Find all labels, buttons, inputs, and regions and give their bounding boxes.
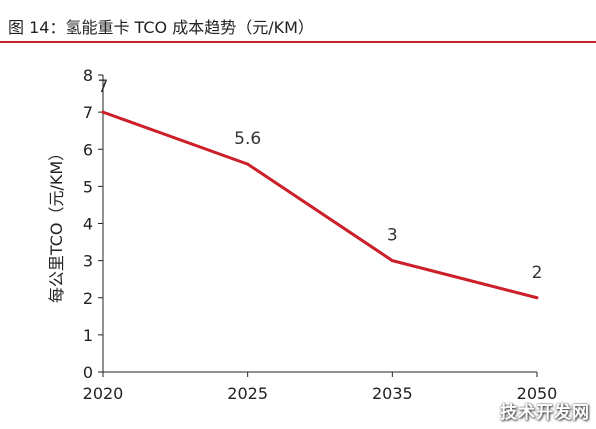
data-point [101,110,105,114]
data-label: 7 [98,77,109,97]
y-tick-label: 8 [83,66,93,85]
x-tick-label: 2025 [227,384,268,403]
y-tick-label: 2 [83,289,93,308]
x-tick-label: 2050 [517,384,558,403]
y-tick-label: 7 [83,103,93,122]
y-tick-label: 1 [83,326,93,345]
y-tick-label: 0 [83,363,93,382]
watermark: 技术开发网 [500,403,590,423]
y-tick-label: 3 [83,252,93,271]
data-label: 2 [532,263,543,283]
y-tick-label: 5 [83,177,93,196]
x-tick-label: 2020 [83,384,124,403]
data-point [390,259,394,263]
y-tick-label: 6 [83,140,93,159]
series-line [102,110,538,300]
title-divider [0,41,596,43]
data-point [535,296,539,300]
data-point [246,162,250,166]
y-tick-label: 4 [83,215,93,234]
x-tick-label: 2035 [372,384,413,403]
data-label: 3 [387,226,398,246]
y-axis-title: 每公里TCO（元/KM） [47,145,66,303]
data-label: 5.6 [234,129,261,149]
figure-title: 图 14：氢能重卡 TCO 成本趋势（元/KM） [8,18,314,37]
